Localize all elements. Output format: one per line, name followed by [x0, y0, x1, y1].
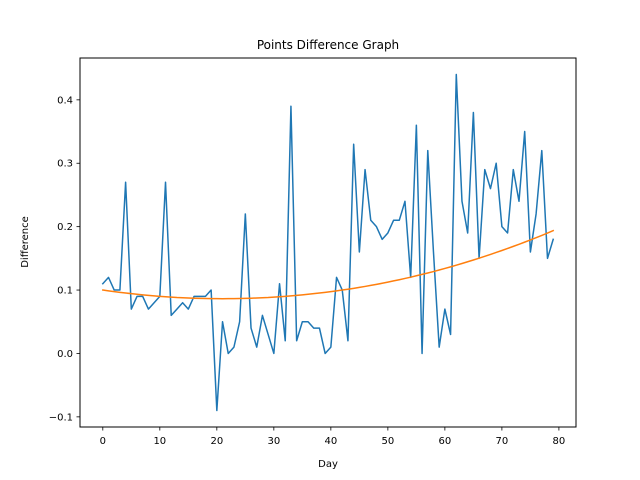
- y-axis-label: Difference: [20, 216, 31, 268]
- series-line-2: [101, 229, 555, 300]
- x-tick-label: 70: [496, 436, 509, 447]
- y-tick-label: 0.3: [57, 159, 73, 170]
- y-tick-label: −0.1: [49, 412, 73, 423]
- x-tick-label: 40: [324, 436, 337, 447]
- y-axis-ticks: −0.1 0.0 0.1 0.2 0.3 0.4: [49, 95, 80, 423]
- y-tick-label: 0.2: [57, 222, 73, 233]
- x-tick-label: 30: [267, 436, 280, 447]
- x-tick-label: 0: [100, 436, 106, 447]
- plot-frame: [79, 57, 577, 428]
- x-tick-label: 20: [210, 436, 223, 447]
- y-tick-label: 0.0: [57, 349, 73, 360]
- x-tick-label: 10: [153, 436, 166, 447]
- x-axis-label: Day: [318, 459, 338, 470]
- chart-title: Points Difference Graph: [257, 38, 399, 52]
- y-tick-label: 0.4: [57, 95, 73, 106]
- plot-lines: [101, 73, 555, 412]
- x-axis-ticks: 0 10 20 30 40 50 60 70 80: [100, 427, 566, 447]
- x-tick-label: 60: [439, 436, 452, 447]
- x-tick-label: 50: [381, 436, 394, 447]
- y-tick-label: 0.1: [57, 286, 73, 297]
- x-tick-label: 80: [553, 436, 566, 447]
- series-line-1: [101, 73, 555, 412]
